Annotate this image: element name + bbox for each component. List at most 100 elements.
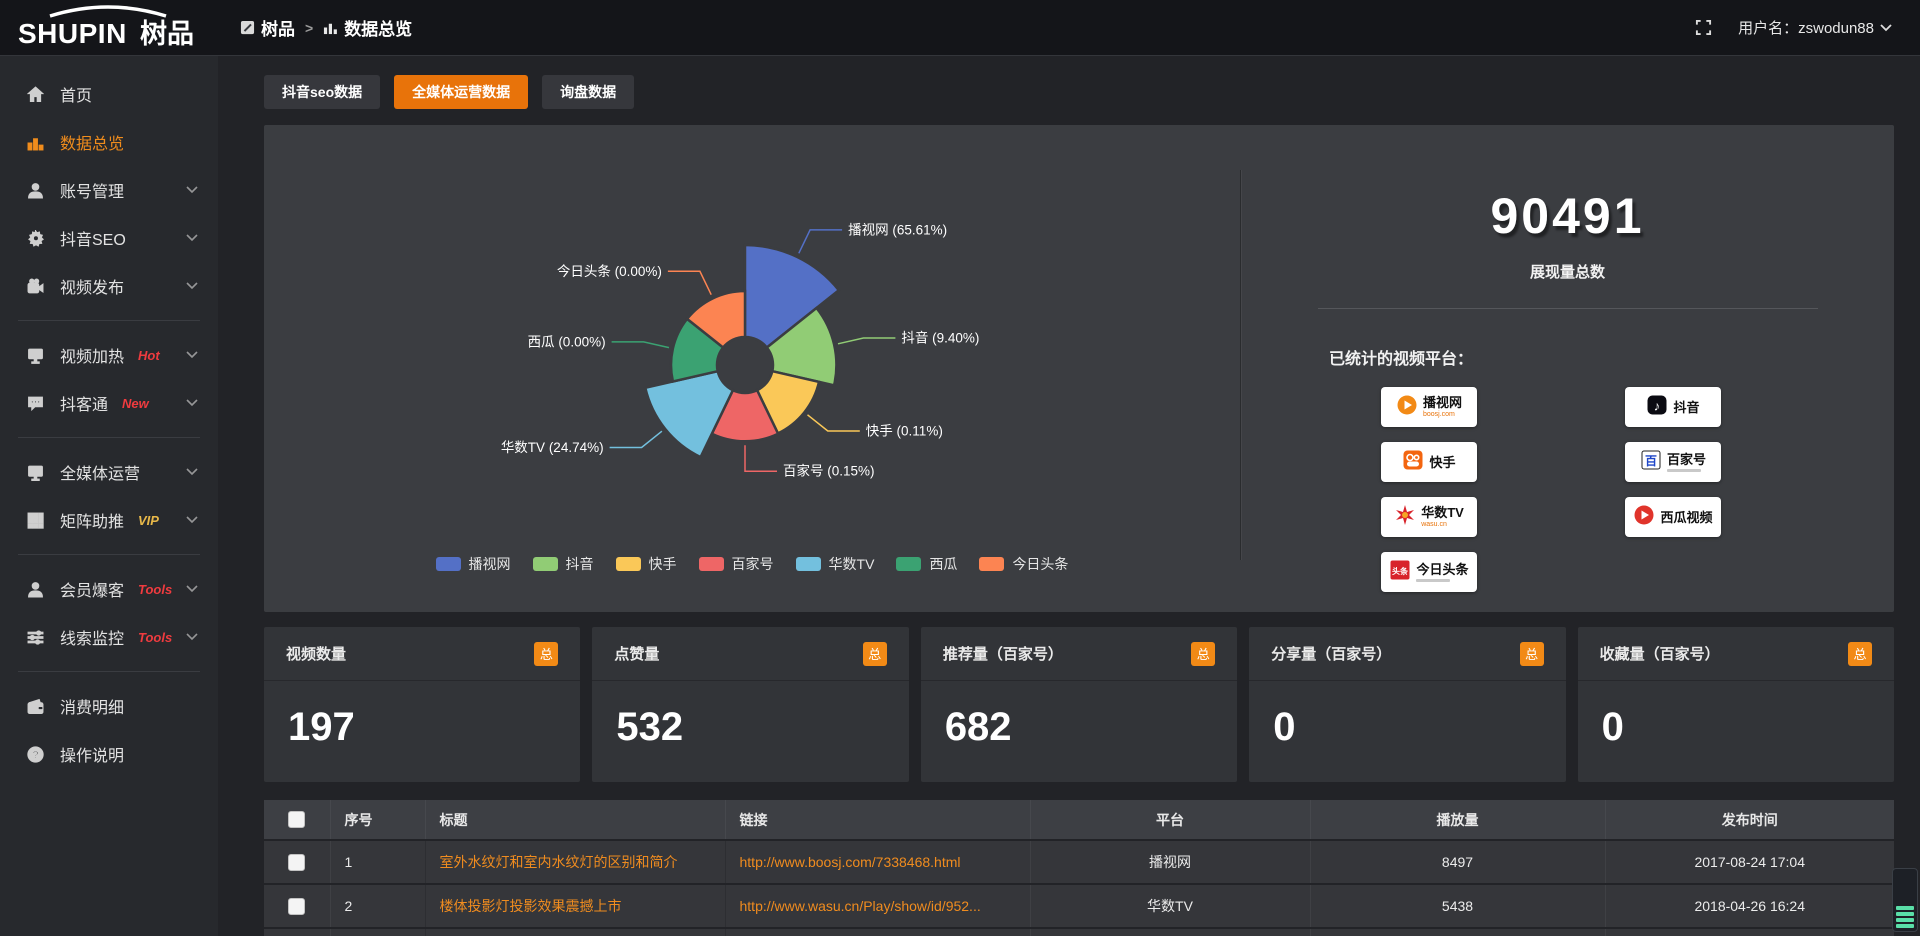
pie-slice-抖音[interactable] <box>765 306 838 387</box>
platform-badge-西瓜视频: 西瓜视频 <box>1625 497 1721 537</box>
sidebar-item-label: 抖客通 <box>60 397 109 414</box>
video-url-link[interactable] <box>725 928 1031 936</box>
pie-slice-华数TV[interactable] <box>643 369 735 459</box>
stat-card-title: 分享量（百家号） <box>1271 646 1392 663</box>
sidebar-item-label: 数据总览 <box>60 136 125 153</box>
legend-item-抖音[interactable]: 抖音 <box>532 554 594 574</box>
col-header-标题: 标题 <box>425 800 726 841</box>
monitor-icon <box>26 463 44 481</box>
select-all-checkbox[interactable] <box>288 811 306 829</box>
legend-item-今日头条[interactable]: 今日头条 <box>979 554 1068 574</box>
sidebar-item-抖音SEO[interactable]: 抖音SEO <box>0 214 218 262</box>
chart-legend: 播视网 抖音 快手 百家号 华数TV 西瓜 今日头条 <box>264 554 1240 574</box>
legend-label: 华数TV <box>828 556 875 572</box>
breadcrumb-page[interactable]: 数据总览 <box>323 15 412 40</box>
row-index <box>330 928 426 936</box>
legend-swatch <box>795 557 821 571</box>
platform-badge-name: 今日头条 <box>1416 561 1469 577</box>
pie-label-华数TV: 华数TV (24.74%) <box>501 440 604 455</box>
sidebar-item-消费明细[interactable]: 消费明细 <box>0 682 218 730</box>
user-menu[interactable]: 用户名：zswodun88 <box>1738 17 1892 38</box>
wasu-icon <box>1394 504 1416 531</box>
pie-label-播视网: 播视网 (65.61%) <box>848 222 947 237</box>
video-title-link[interactable] <box>425 928 726 936</box>
sidebar-item-label: 线索监控 <box>60 631 125 648</box>
summary-divider <box>1317 308 1818 309</box>
breadcrumb-app-label: 树品 <box>261 20 295 39</box>
stat-card-value: 532 <box>616 705 684 749</box>
pie-slice-今日头条[interactable] <box>685 289 747 350</box>
sidebar-item-label: 会员爆客 <box>60 583 125 600</box>
sidebar-item-线索监控[interactable]: 线索监控 Tools <box>0 613 218 661</box>
sidebar-item-抖客通[interactable]: 抖客通 New <box>0 379 218 427</box>
platform-badge-百家号: 百百家号 <box>1625 442 1721 482</box>
row-checkbox[interactable] <box>288 897 306 915</box>
pie-label-line <box>837 337 896 345</box>
sidebar-item-视频加热[interactable]: 视频加热 Hot <box>0 331 218 379</box>
sidebar-item-label: 首页 <box>60 88 93 105</box>
tab-全媒体运营数据[interactable]: 全媒体运营数据 <box>394 75 529 109</box>
table-row[interactable] <box>264 928 1894 936</box>
video-url-link[interactable]: http://www.boosj.com/7338468.html <box>725 840 1031 885</box>
sidebar-item-全媒体运营[interactable]: 全媒体运营 <box>0 448 218 496</box>
legend-label: 今日头条 <box>1012 556 1069 572</box>
legend-item-快手[interactable]: 快手 <box>615 554 677 574</box>
legend-item-西瓜[interactable]: 西瓜 <box>896 554 957 574</box>
legend-item-华数TV[interactable]: 华数TV <box>795 554 875 574</box>
sidebar-item-label: 操作说明 <box>60 748 125 765</box>
platforms-title: 已统计的视频平台： <box>1329 351 1474 368</box>
platform-badges: 播视网 boosj.com 快手 华数TV wasu.cn 头条 今日头条 ♪ 抖音百百家号 西瓜… <box>1381 387 1894 592</box>
legend-label: 西瓜 <box>929 556 958 572</box>
row-time: 2017-08-24 17:04 <box>1605 840 1894 885</box>
baijiahao-icon: 百 <box>1640 449 1662 476</box>
video-title-link[interactable]: 楼体投影灯投影效果震撼上市 <box>425 884 726 929</box>
kuaishou-icon <box>1402 449 1424 476</box>
video-publish-icon <box>26 277 44 295</box>
breadcrumb-app[interactable]: 树品 <box>240 15 295 40</box>
sidebar-item-矩阵助推[interactable]: 矩阵助推 VIP <box>0 496 218 544</box>
username-label: 用户名：zswodun88 <box>1738 20 1874 37</box>
sidebar-item-操作说明[interactable]: ? 操作说明 <box>0 730 218 778</box>
stat-card-分享量（百家号）: 分享量（百家号） 总 0 <box>1249 627 1566 782</box>
bar-chart-icon <box>26 133 44 151</box>
table-row[interactable]: 2 楼体投影灯投影效果震撼上市 http://www.wasu.cn/Play/sh… <box>264 884 1894 929</box>
sidebar-item-会员爆客[interactable]: 会员爆客 Tools <box>0 565 218 613</box>
sidebar-item-badge: Hot <box>138 347 160 363</box>
tab-抖音seo数据[interactable]: 抖音seo数据 <box>264 75 381 109</box>
sidebar-item-数据总览[interactable]: 数据总览 <box>0 118 218 166</box>
row-checkbox[interactable] <box>288 853 306 871</box>
table-row[interactable]: 1 室外水纹灯和室内水纹灯的区别和简介 http://www.boosj.com/7… <box>264 840 1894 885</box>
platform-badge-播视网: 播视网 boosj.com <box>1381 387 1477 427</box>
video-title-link[interactable]: 室外水纹灯和室内水纹灯的区别和简介 <box>425 840 726 885</box>
stat-card-title: 收藏量（百家号） <box>1599 646 1720 663</box>
chevron-down-icon <box>186 511 198 529</box>
pie-label-西瓜: 西瓜 (0.00%) <box>528 334 606 349</box>
platform-share-chart: 播视网 (65.61%) 抖音 (9.40%) 快手 (0.11%) 百家号 (0.1… <box>264 125 1240 612</box>
widget-bar <box>1896 906 1914 910</box>
sidebar-item-视频发布[interactable]: 视频发布 <box>0 262 218 310</box>
sidebar-item-账号管理[interactable]: 账号管理 <box>0 166 218 214</box>
legend-item-百家号[interactable]: 百家号 <box>698 554 774 574</box>
stat-card-title: 推荐量（百家号） <box>942 646 1063 663</box>
sidebar-divider <box>18 671 200 672</box>
platform-badge-name: 百家号 <box>1666 451 1706 467</box>
chevron-down-icon <box>186 229 198 247</box>
bar-chart-icon <box>324 23 338 35</box>
pie-slice-播视网[interactable] <box>743 243 841 350</box>
grid-icon <box>26 511 44 529</box>
sidebar-item-label: 账号管理 <box>60 184 125 201</box>
row-views: 5438 <box>1310 884 1606 929</box>
widget-bar <box>1896 912 1914 916</box>
sidebar-item-首页[interactable]: 首页 <box>0 70 218 118</box>
fullscreen-button[interactable] <box>1695 19 1712 36</box>
floating-widget[interactable] <box>1892 868 1918 932</box>
sidebar-item-label: 抖音SEO <box>60 232 126 249</box>
chevron-down-icon <box>186 463 198 481</box>
col-header-播放量: 播放量 <box>1310 800 1606 841</box>
legend-item-播视网[interactable]: 播视网 <box>435 554 511 574</box>
video-url-link[interactable]: http://www.wasu.cn/Play/show/id/952... <box>725 884 1031 929</box>
legend-swatch <box>896 557 922 571</box>
help-icon: ? <box>26 745 44 763</box>
stat-card-value: 197 <box>288 705 355 749</box>
tab-询盘数据[interactable]: 询盘数据 <box>542 75 635 109</box>
